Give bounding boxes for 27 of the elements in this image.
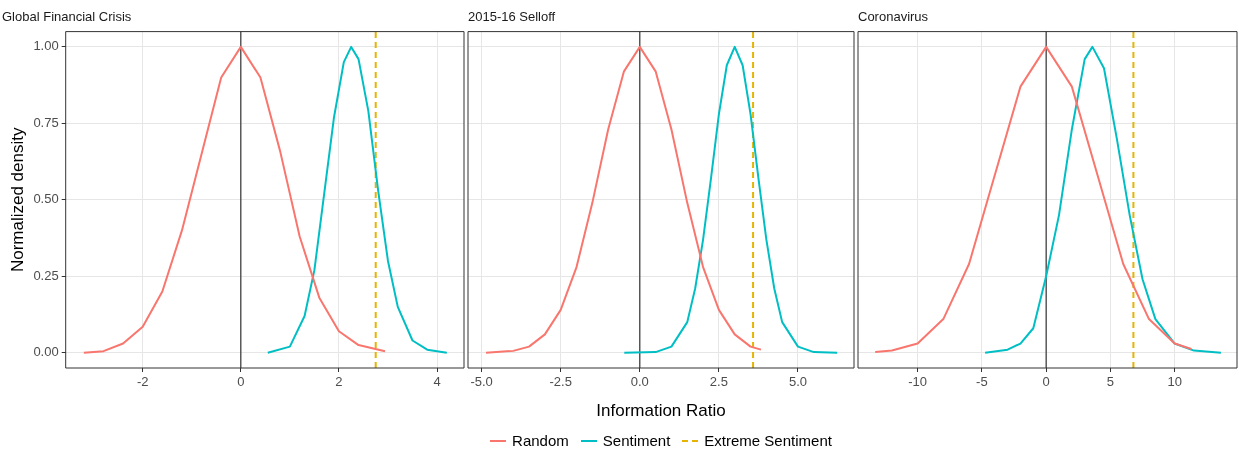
chart-title: 2015-16 Selloff: [468, 9, 556, 25]
x-tick-label: 0: [237, 374, 245, 390]
y-tick-label: 0.50: [33, 191, 59, 207]
x-tick-label: -10: [908, 374, 928, 390]
legend-label: Sentiment: [602, 432, 671, 449]
chart-title: Global Financial Crisis: [2, 9, 132, 25]
x-tick-label: -5.0: [470, 374, 493, 390]
y-tick-label: 1.00: [33, 38, 59, 54]
x-tick-label: 4: [433, 374, 441, 390]
y-tick-label: 0.00: [33, 344, 59, 360]
x-axis-title: Information Ratio: [596, 401, 726, 421]
y-axis-title: Normalized density: [7, 127, 27, 273]
x-tick-label: -5: [976, 374, 988, 390]
x-tick-label: 2.5: [709, 374, 728, 390]
x-tick-label: 2: [335, 374, 343, 390]
chart-title: Coronavirus: [858, 9, 929, 25]
legend-label: Random: [512, 432, 569, 449]
x-tick-label: 5: [1106, 374, 1115, 390]
x-tick-label: -2: [136, 374, 149, 390]
legend-label: Extreme Sentiment: [704, 432, 832, 449]
y-tick-label: 0.75: [33, 114, 59, 130]
x-tick-label: 0: [1042, 374, 1050, 390]
x-tick-label: 5.0: [788, 374, 808, 390]
x-tick-label: 0.0: [630, 374, 649, 390]
y-tick-label: 0.25: [33, 267, 59, 283]
x-tick-label: 10: [1167, 374, 1182, 390]
x-tick-label: -2.5: [549, 374, 572, 390]
